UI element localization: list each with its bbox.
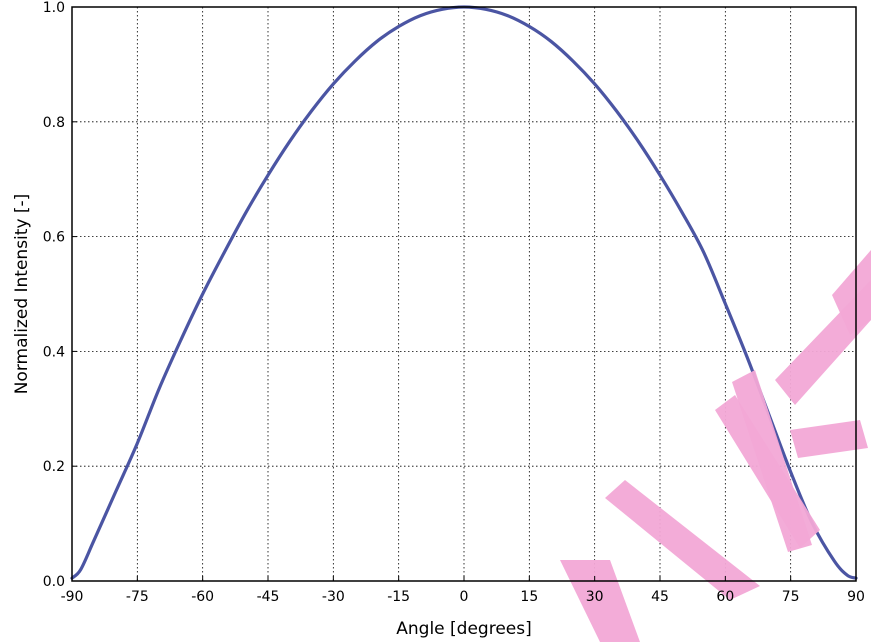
y-tick-label: 0.0 bbox=[43, 574, 65, 590]
y-tick-label: 0.2 bbox=[43, 459, 65, 475]
y-tick-label: 0.4 bbox=[43, 344, 65, 360]
x-axis-ticks: -90 -75 -60 -45 -30 -15 0 15 30 45 60 75 90 bbox=[61, 576, 865, 605]
watermark-stroke bbox=[790, 420, 868, 458]
watermark bbox=[560, 250, 871, 642]
x-tick-label: -15 bbox=[387, 589, 410, 605]
y-tick-label: 0.6 bbox=[43, 230, 65, 246]
y-tick-label: 0.8 bbox=[43, 115, 65, 131]
y-tick-label: 1.0 bbox=[43, 0, 65, 16]
x-tick-label: 0 bbox=[460, 589, 469, 605]
x-tick-label: -60 bbox=[191, 589, 214, 605]
x-tick-label: -45 bbox=[257, 589, 280, 605]
x-tick-label: 30 bbox=[586, 589, 604, 605]
x-tick-label: 90 bbox=[847, 589, 865, 605]
watermark-stroke bbox=[732, 370, 812, 552]
x-tick-label: 15 bbox=[520, 589, 538, 605]
x-tick-label: 45 bbox=[651, 589, 669, 605]
x-tick-label: -75 bbox=[126, 589, 149, 605]
x-tick-label: -30 bbox=[322, 589, 345, 605]
y-axis-ticks: 0.0 0.2 0.4 0.6 0.8 1.0 bbox=[43, 0, 77, 590]
x-tick-label: 60 bbox=[716, 589, 734, 605]
grid-lines bbox=[72, 7, 856, 581]
x-tick-label: -90 bbox=[61, 589, 84, 605]
watermark-stroke bbox=[775, 280, 871, 405]
y-axis-label: Normalized Intensity [-] bbox=[12, 194, 32, 395]
watermark-stroke bbox=[605, 480, 760, 600]
x-tick-label: 75 bbox=[782, 589, 800, 605]
x-axis-label: Angle [degrees] bbox=[396, 619, 531, 639]
